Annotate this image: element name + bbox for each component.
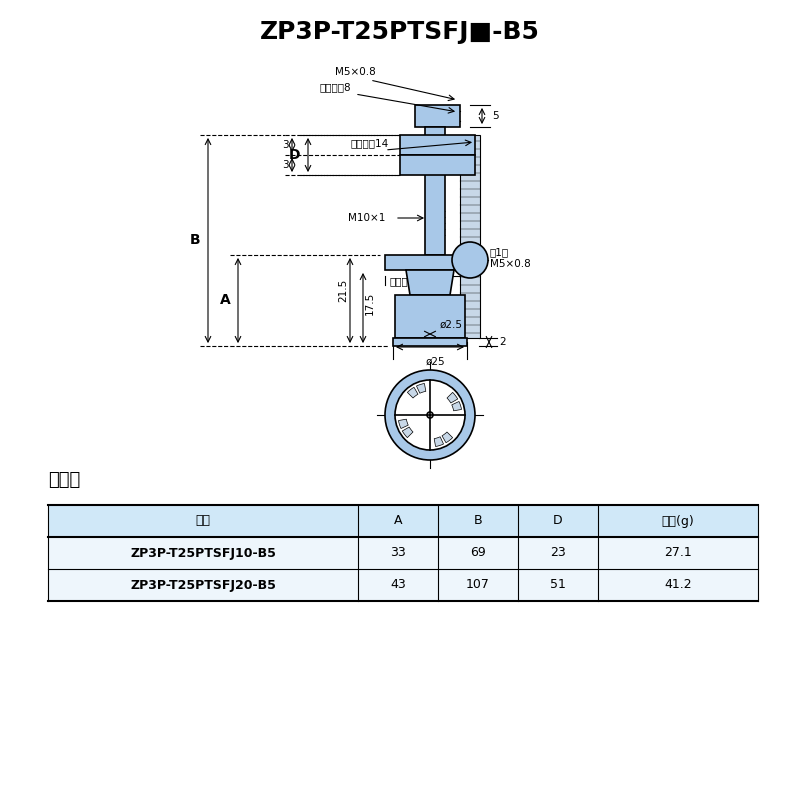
Text: 51: 51	[550, 578, 566, 591]
Text: ø25: ø25	[425, 357, 445, 367]
Text: M5×0.8: M5×0.8	[334, 67, 375, 77]
Text: 六角对剗8: 六角对剗8	[319, 82, 351, 92]
Circle shape	[427, 412, 433, 418]
Bar	[48, 505, 758, 537]
Bar	[460, 135, 480, 338]
Text: 43: 43	[390, 578, 406, 591]
Text: ZP3P-T25PTSFJ■-B5: ZP3P-T25PTSFJ■-B5	[260, 20, 540, 44]
Text: A: A	[394, 514, 402, 527]
Bar	[425, 127, 445, 255]
Bar	[400, 135, 475, 155]
Wedge shape	[442, 432, 453, 442]
Text: 2: 2	[499, 337, 506, 347]
Wedge shape	[398, 419, 408, 429]
Bar	[415, 105, 460, 127]
Text: B: B	[474, 514, 482, 527]
Text: 尺寸表: 尺寸表	[48, 471, 80, 489]
Text: D: D	[553, 514, 563, 527]
Text: 3: 3	[282, 160, 289, 170]
Circle shape	[395, 380, 465, 450]
Bar	[385, 255, 475, 270]
Text: 41.2: 41.2	[664, 578, 692, 591]
Text: 块1片: 块1片	[490, 247, 509, 257]
Text: ZP3P-T25PTSFJ20-B5: ZP3P-T25PTSFJ20-B5	[130, 578, 276, 591]
Text: 3: 3	[282, 140, 289, 150]
Text: ø2.5: ø2.5	[440, 320, 463, 330]
Text: 33: 33	[390, 546, 406, 559]
Text: M10×1: M10×1	[348, 213, 385, 223]
Wedge shape	[447, 392, 458, 403]
Text: 69: 69	[470, 546, 486, 559]
Bar	[48, 537, 758, 569]
Wedge shape	[434, 437, 443, 446]
Wedge shape	[452, 402, 462, 411]
Text: 21.5: 21.5	[338, 279, 348, 302]
Text: A: A	[220, 294, 230, 307]
Text: 107: 107	[466, 578, 490, 591]
Text: ZP3P-T25PTSFJ10-B5: ZP3P-T25PTSFJ10-B5	[130, 546, 276, 559]
Circle shape	[385, 370, 475, 460]
Text: M5×0.8: M5×0.8	[490, 259, 530, 269]
Text: 六角对則14: 六角对則14	[351, 138, 389, 148]
Wedge shape	[407, 387, 418, 398]
Text: 27.1: 27.1	[664, 546, 692, 559]
Text: 质量(g): 质量(g)	[662, 514, 694, 527]
Bar	[400, 155, 475, 175]
Text: 23: 23	[550, 546, 566, 559]
Text: 17.5: 17.5	[365, 291, 375, 314]
Text: 型号: 型号	[195, 514, 210, 527]
Text: B: B	[190, 234, 200, 247]
Wedge shape	[417, 383, 426, 394]
Bar	[395, 295, 465, 338]
Polygon shape	[406, 270, 454, 295]
Text: D: D	[290, 148, 301, 162]
Circle shape	[452, 242, 488, 278]
Bar	[48, 569, 758, 601]
Wedge shape	[402, 427, 413, 438]
Text: 5: 5	[492, 111, 498, 121]
Bar	[393, 338, 467, 346]
Text: 夹持面间14: 夹持面间14	[390, 276, 428, 286]
